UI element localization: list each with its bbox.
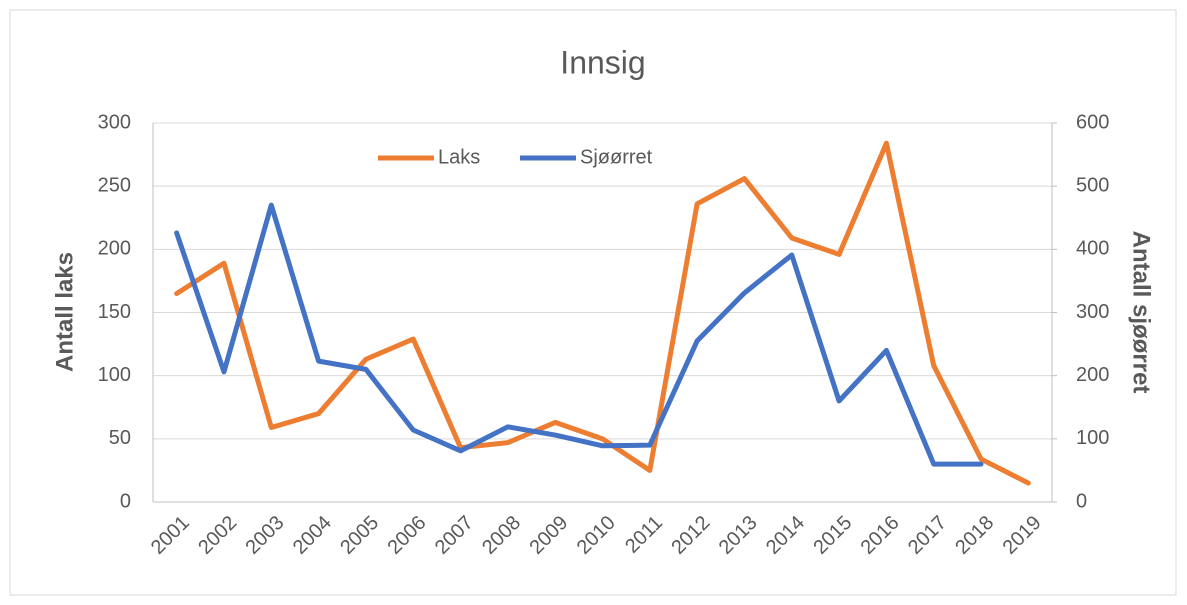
y2-tick-label: 400 [1076, 238, 1109, 260]
y-tick-label: 300 [98, 111, 131, 133]
y2-tick-label: 0 [1076, 490, 1087, 512]
legend-label: Laks [438, 146, 480, 168]
chart-title: Innsig [560, 44, 645, 80]
y-tick-label: 50 [109, 427, 131, 449]
legend-label: Sjøørret [580, 146, 653, 168]
chart-border [9, 9, 1177, 596]
series-line [174, 202, 984, 467]
y2-tick-label: 100 [1076, 427, 1109, 449]
y-tick-label: 200 [98, 238, 131, 260]
y-axis-title: Antall laks [51, 252, 78, 372]
y2-tick-label: 600 [1076, 111, 1109, 133]
series-line [174, 140, 1031, 486]
y-tick-label: 250 [98, 174, 131, 196]
y2-axis-title: Antall sjøørret [1128, 231, 1155, 394]
y-tick-label: 0 [120, 490, 131, 512]
y-tick-label: 150 [98, 301, 131, 323]
y2-tick-label: 300 [1076, 301, 1109, 323]
y-tick-label: 100 [98, 364, 131, 386]
y2-tick-label: 500 [1076, 174, 1109, 196]
y2-tick-label: 200 [1076, 364, 1109, 386]
